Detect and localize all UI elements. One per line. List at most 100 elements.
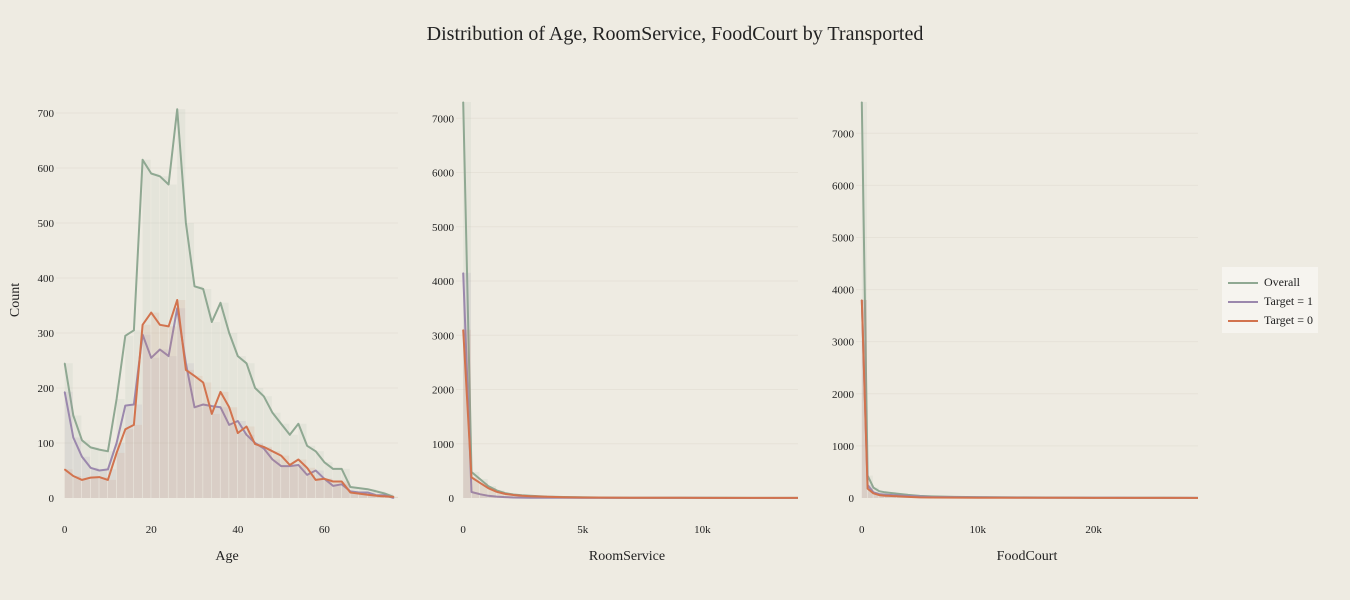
panel-1-bar-target-1: [99, 470, 108, 498]
panel-3-point-overall: [878, 490, 880, 492]
panel-1-point-target-1: [341, 483, 343, 485]
panel-1-bar-target-0: [133, 424, 142, 498]
panel-1-point-target-0: [254, 443, 256, 445]
panel-1-bar-target-0: [324, 478, 333, 498]
panel-3-line-target-0: [860, 299, 1198, 499]
panel-1-bar-target-0: [333, 481, 342, 498]
panel-1-point-target-0: [375, 495, 377, 497]
panel-1-bar-target-0: [281, 455, 290, 498]
panel-1-point-overall: [185, 222, 187, 224]
panel-2-bar-overall: [479, 479, 488, 498]
panel-1-bar-overall: [73, 415, 82, 498]
panel-1-bar-target-0: [367, 494, 376, 498]
panel-1-bar-target-0: [90, 477, 99, 498]
panel-1-point-overall: [202, 288, 204, 290]
panel-2-ytick-label: 0: [449, 493, 455, 505]
panel-2-ytick-label: 3000: [432, 330, 455, 342]
panel-1-point-overall: [358, 487, 360, 489]
panel-1-point-overall: [193, 285, 196, 287]
panel-1-bar-target-0: [81, 479, 91, 498]
panel-1-bar-target-0: [255, 444, 264, 498]
panel-2-point-target-0: [470, 476, 473, 478]
panel-1-point-overall: [341, 468, 343, 470]
legend-item-overall[interactable]: Overall: [1228, 273, 1318, 292]
panel-1-bar-target-1: [203, 404, 212, 498]
panel-2-point-target-0: [725, 497, 727, 499]
panel-1-bar-target-0: [229, 407, 238, 498]
panel-2-bar-target-0: [513, 495, 522, 498]
panel-2-point-target-0: [749, 497, 751, 499]
panel-3-ytick-label: 5000: [832, 232, 855, 244]
panel-1-point-target-1: [64, 391, 66, 393]
panel-1-point-overall: [332, 468, 334, 470]
panel-2-ytick-label: 7000: [432, 113, 455, 125]
panel-1-point-overall: [245, 362, 248, 364]
legend-item-target-1[interactable]: Target = 1: [1228, 292, 1318, 311]
panel-1-ytick-label: 200: [38, 383, 55, 395]
panel-1-xtick-label: 0: [62, 524, 68, 536]
panel-1-point-target-1: [133, 403, 135, 406]
panel-2-line-target-1: [462, 272, 798, 499]
panel-1-bar-target-0: [289, 465, 298, 498]
panel-1-point-target-0: [211, 413, 213, 415]
panel-2-point-target-0: [479, 482, 481, 484]
panel-1-point-overall: [263, 395, 265, 397]
panel-2-point-overall: [462, 101, 464, 103]
legend-label-target-1: Target = 1: [1264, 294, 1314, 308]
panel-1-point-overall: [323, 461, 326, 463]
panel-3-bar-target-0: [867, 488, 873, 498]
panel-2-point-target-0: [773, 497, 775, 499]
panel-2-bar-overall: [496, 490, 505, 498]
panel-2-xtick-label: 10k: [694, 524, 711, 536]
panel-1-bar-overall: [159, 176, 168, 498]
panel-3-point-target-0: [1069, 497, 1072, 499]
panel-1-point-target-0: [358, 493, 360, 495]
panel-1-bar-target-0: [272, 451, 281, 498]
panel-1-point-overall: [254, 387, 256, 389]
panel-1-bar-target-1: [90, 467, 99, 498]
panel-1-bar-overall: [246, 363, 255, 498]
panel-1-point-overall: [349, 486, 351, 488]
panel-1-bar-target-0: [168, 326, 177, 498]
panel-1-point-target-1: [367, 491, 369, 494]
panel-1-bar-overall: [393, 496, 398, 498]
panel-1-point-target-1: [211, 405, 213, 407]
panel-1-bar-target-0: [185, 369, 194, 498]
panel-1-bar-overall: [90, 447, 99, 498]
panel-1-point-target-0: [202, 381, 204, 384]
legend-label-target-0: Target = 0: [1264, 313, 1314, 327]
panel-3-point-target-0: [872, 492, 874, 494]
panel-1-point-target-0: [367, 494, 369, 496]
panel-1-bar-target-1: [185, 363, 194, 498]
panel-1-point-target-0: [297, 458, 300, 461]
panel-1-bar-target-1: [177, 308, 186, 498]
panel-2-ytick-label: 1000: [432, 439, 455, 451]
panel-2-point-target-0: [529, 495, 531, 497]
panel-1-point-target-0: [237, 432, 239, 434]
panel-1-bar-overall: [133, 330, 142, 498]
panel-1-bar-overall: [177, 109, 186, 499]
panel-1-point-overall: [98, 449, 100, 451]
panel-1-bar-target-1: [151, 357, 160, 498]
panel-1-point-overall: [159, 175, 161, 177]
panel-1-point-target-1: [167, 355, 170, 357]
panel-3-point-target-0: [953, 497, 956, 499]
panel-1-bar-target-0: [246, 426, 255, 498]
panel-2-point-overall: [487, 485, 489, 487]
panel-1-point-overall: [315, 450, 317, 452]
panel-3-point-target-0: [919, 496, 921, 498]
panel-1-bar-target-1: [359, 492, 368, 498]
panel-1-xtick-label: 60: [319, 524, 331, 536]
legend-item-target-0[interactable]: Target = 0: [1228, 311, 1318, 330]
panel-1-point-target-1: [271, 458, 274, 461]
panel-1-point-target-1: [193, 406, 196, 408]
panel-1-point-target-0: [81, 479, 83, 481]
panel-1-bar-overall: [341, 468, 350, 498]
panel-1-ytick-label: 600: [38, 163, 55, 175]
panel-3-xtick-label: 0: [859, 524, 865, 536]
panel-1-point-overall: [150, 172, 152, 175]
panel-1-bar-target-0: [350, 492, 359, 498]
panel-3-point-target-0: [1023, 497, 1025, 499]
panel-2-point-target-0: [582, 496, 584, 499]
